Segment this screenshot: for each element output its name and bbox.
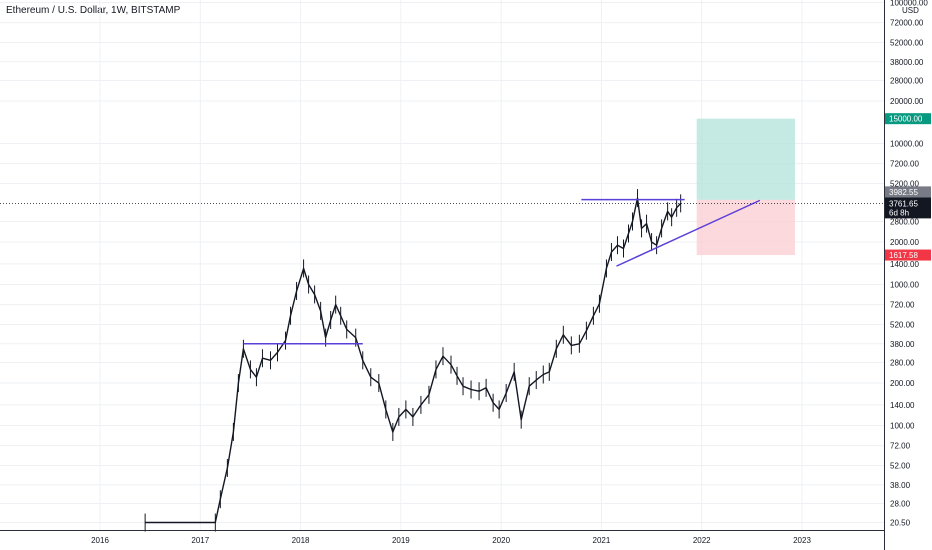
y-tick-label: 140.00: [890, 401, 915, 410]
y-tick-label: 52.00: [890, 462, 911, 471]
y-tick-label: 38000.00: [890, 58, 924, 67]
trendline-support: [616, 199, 761, 267]
chart-title: Ethereum / U.S. Dollar, 1W, BITSTAMP: [6, 5, 181, 16]
target-zone: [696, 118, 795, 200]
y-tick-label: 380.00: [890, 340, 915, 349]
target-badge-label: 15000.00: [889, 115, 923, 124]
x-tick-label: 2019: [392, 536, 410, 545]
y-tick-label: 10000.00: [890, 140, 924, 149]
y-tick-label: 28000.00: [890, 76, 924, 85]
grid: [0, 0, 884, 530]
entry-badge: [885, 186, 931, 198]
x-tick-label: 2017: [191, 536, 209, 545]
x-tick-label: 2023: [793, 536, 811, 545]
y-tick-label: 38.00: [890, 481, 911, 490]
target-badge: [885, 113, 931, 125]
x-tick-label: 2016: [91, 536, 109, 545]
current-badge-label: 3761.65: [889, 199, 918, 208]
y-tick-label: 7200.00: [890, 160, 919, 169]
y-tick-label: 520.00: [890, 321, 915, 330]
stop-badge-label: 1617.58: [889, 251, 918, 260]
stop-badge: [885, 249, 931, 261]
y-tick-label: 5200.00: [890, 180, 919, 189]
y-tick-label: 280.00: [890, 358, 915, 367]
x-tick-label: 2018: [292, 536, 310, 545]
stop-zone: [696, 199, 795, 256]
y-tick-label: 720.00: [890, 301, 915, 310]
x-tick-label: 2020: [492, 536, 510, 545]
y-tick-label: 1000.00: [890, 281, 919, 290]
y-tick-label: 2000.00: [890, 238, 919, 247]
y-tick-label: 28.00: [890, 499, 911, 508]
y-tick-label: 2800.00: [890, 217, 919, 226]
y-tick-label: 100000.00: [890, 0, 928, 8]
y-tick-label: 20000.00: [890, 97, 924, 106]
current-badge: [885, 197, 931, 219]
y-tick-label: 72000.00: [890, 19, 924, 28]
countdown-badge-label: 6d 8h: [889, 208, 909, 217]
x-tick-label: 2022: [693, 536, 711, 545]
y-tick-label: 72.00: [890, 442, 911, 451]
y-tick-label: 20.50: [890, 519, 911, 528]
y-tick-label: 100.00: [890, 422, 915, 431]
y-axis-unit: USD: [902, 6, 919, 15]
y-tick-label: 200.00: [890, 379, 915, 388]
entry-badge-label: 3982.55: [889, 188, 918, 197]
y-tick-label: 1400.00: [890, 260, 919, 269]
y-tick-label: 52000.00: [890, 39, 924, 48]
price-series: [145, 197, 682, 524]
x-tick-label: 2021: [593, 536, 611, 545]
